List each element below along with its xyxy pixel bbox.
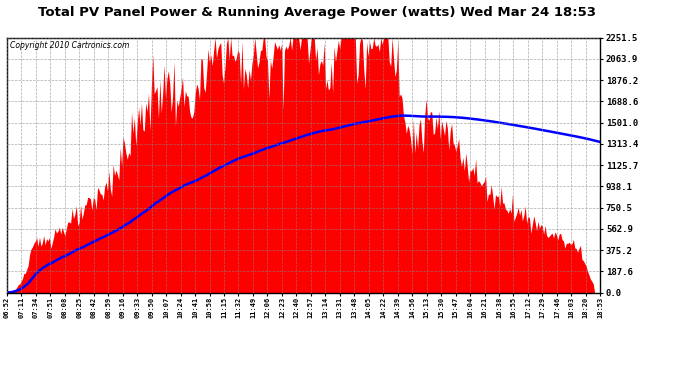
Text: Copyright 2010 Cartronics.com: Copyright 2010 Cartronics.com — [10, 41, 129, 50]
Text: Total PV Panel Power & Running Average Power (watts) Wed Mar 24 18:53: Total PV Panel Power & Running Average P… — [39, 6, 596, 19]
